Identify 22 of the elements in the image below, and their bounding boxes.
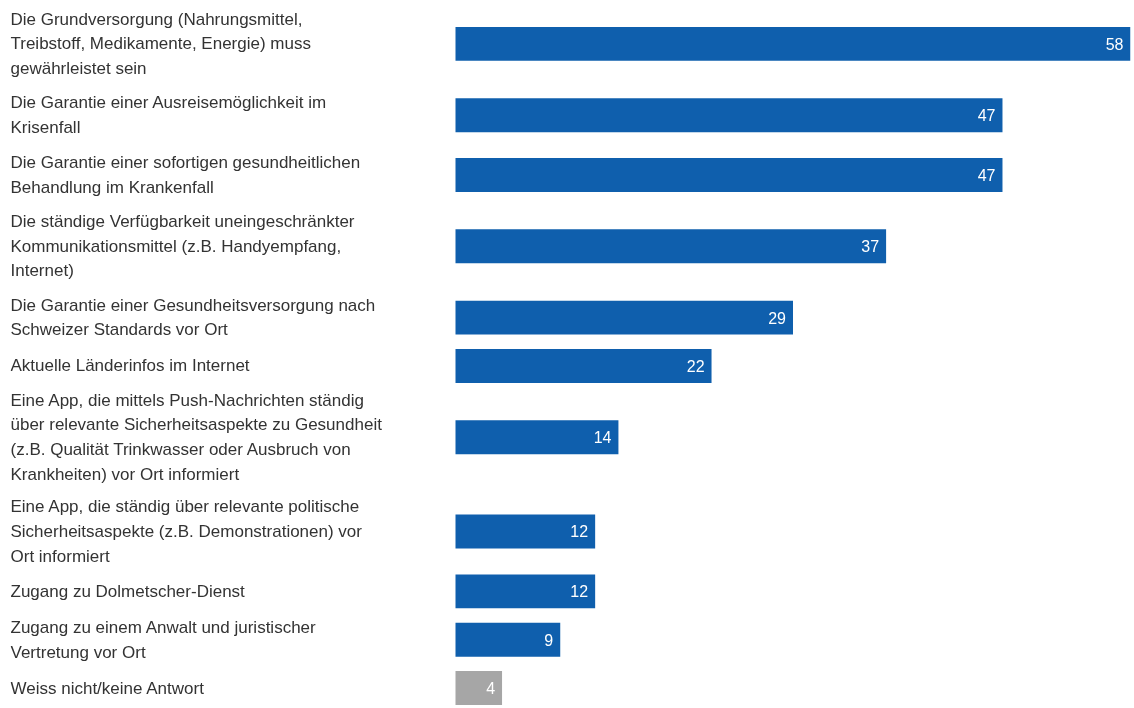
y-tick-label: Eine App, die mittels Push-Nachrichten ständig über relevante Sicherheitsaspekte zu Gesundheit (z.B. Qualität Trinkwasser oder Ausbruch von Krankheiten) vor Ort informiert <box>10 390 383 484</box>
y-tick-label: Die Grundversorgung (Nahrungsmittel, Treibstoff, Medikamente, Energie) muss gewährleistet sein <box>10 9 311 79</box>
data-label: 4 <box>486 680 496 698</box>
y-tick-label: Die Garantie einer Gesundheitsversorgung nach Schweizer Standards vor Ort <box>10 295 376 340</box>
data-label: 14 <box>593 429 612 447</box>
y-tick-label: Aktuelle Länderinfos im Internet <box>10 356 250 376</box>
data-label: 12 <box>570 583 589 601</box>
data-label: 12 <box>570 523 589 541</box>
data-label: 29 <box>768 309 787 327</box>
y-tick-label: Zugang zu Dolmetscher-Dienst <box>10 581 246 601</box>
data-label: 9 <box>544 631 554 649</box>
y-tick-label: Zugang zu einem Anwalt und juristischer Vertretung vor Ort <box>10 617 317 662</box>
data-label: 37 <box>861 238 880 256</box>
y-tick-label: Weiss nicht/keine Antwort <box>10 678 205 698</box>
data-label: 58 <box>1105 35 1124 53</box>
y-tick-label: Eine App, die ständig über relevante politische Sicherheitsaspekte (z.B. Demonstrationen) vor Ort informiert <box>10 497 363 566</box>
data-label: 47 <box>977 167 996 185</box>
data-label: 47 <box>977 107 996 125</box>
y-tick-label: Die Garantie einer Ausreisemöglichkeit im Krisenfall <box>10 93 327 138</box>
data-label: 22 <box>686 357 705 375</box>
y-tick-label: Die ständige Verfügbarkeit uneingeschränkter Kommunikationsmittel (z.B. Handyempfang, Internet) <box>10 212 355 281</box>
y-tick-label: Die Garantie einer sofortigen gesundheitlichen Behandlung im Krankenfall <box>10 153 361 197</box>
